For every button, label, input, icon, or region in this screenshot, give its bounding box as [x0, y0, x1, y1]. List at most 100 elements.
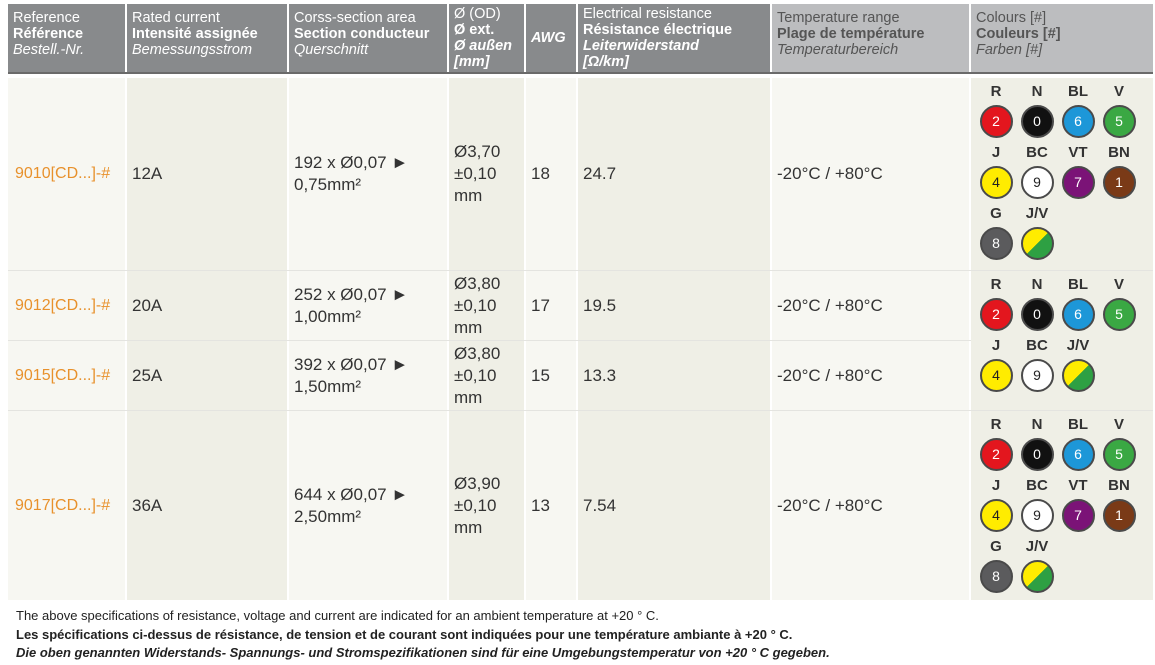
colour-dot-icon: 5: [1102, 298, 1136, 331]
colour-swatch: BN 1: [1100, 477, 1138, 532]
colour-swatch: BL 6: [1059, 83, 1097, 138]
od-tolerance: ±0,10: [454, 164, 497, 183]
section-cell: 192 x Ø0,07 ► 0,75mm²: [289, 78, 447, 270]
resistance-cell: 7.54: [578, 411, 770, 600]
od-value: Ø3,80: [454, 273, 501, 293]
od-tolerance: ±0,10: [454, 295, 497, 315]
colour-dot-icon: 1: [1102, 166, 1136, 199]
colour-dot-icon: [1020, 227, 1054, 260]
colour-dot-icon: 4: [979, 499, 1013, 532]
colour-swatch: BL 6: [1059, 416, 1097, 471]
colour-code-label: R: [990, 83, 1002, 100]
od-cell: Ø3,80 ±0,10 mm: [449, 341, 524, 410]
colour-code-label: J: [991, 337, 1001, 354]
colour-dot-icon: 9: [1020, 166, 1054, 199]
header-colours-de: Farben [#]: [976, 42, 1043, 58]
colour-dot-icon: 8: [979, 227, 1013, 260]
colour-swatch: J/V: [1059, 337, 1097, 392]
header-colours-fr: Couleurs [#]: [976, 26, 1061, 42]
colour-dot-icon: 2: [979, 298, 1013, 331]
colour-code-label: J/V: [1025, 538, 1049, 555]
header-section: Corss-section area Section conducteur Qu…: [289, 4, 447, 72]
header-section-en: Corss-section area: [294, 10, 416, 26]
header-reference-fr: Référence: [13, 26, 84, 42]
colour-swatch: BC 9: [1018, 337, 1056, 392]
header-current: Rated current Intensité assignée Bemessu…: [127, 4, 287, 72]
od-unit: mm: [454, 517, 483, 537]
header-od-fr: Ø ext.: [454, 22, 495, 38]
colour-swatch: VT 7: [1059, 477, 1097, 532]
colour-dot-icon: 2: [979, 105, 1013, 138]
colour-dot-icon: 4: [979, 359, 1013, 392]
colour-dot-icon: 0: [1020, 105, 1054, 138]
temperature-cell: -20°C / +80°C: [772, 341, 969, 410]
colour-code-label: G: [990, 538, 1002, 555]
current-cell: 36A: [127, 411, 287, 600]
colour-code-label: J/V: [1025, 205, 1049, 222]
od-cell: Ø3,70 ±0,10 mm: [449, 78, 524, 270]
colour-code-label: BN: [1108, 144, 1130, 161]
section-cell: 392 x Ø0,07 ► 1,50mm²: [289, 341, 447, 410]
od-unit: mm: [454, 387, 483, 407]
colour-code-label: J: [991, 144, 1001, 161]
od-tolerance: ±0,10: [454, 365, 497, 385]
header-current-fr: Intensité assignée: [132, 26, 258, 42]
section-strands: 392 x Ø0,07 ►: [294, 354, 409, 374]
awg-cell: 17: [526, 271, 576, 340]
section-strands: 644 x Ø0,07 ►: [294, 484, 409, 504]
colour-dot-icon: 2: [979, 438, 1013, 471]
header-reference: Reference Référence Bestell.-Nr.: [8, 4, 125, 72]
colour-code-label: N: [1031, 83, 1043, 100]
colour-code-label: BC: [1026, 144, 1048, 161]
header-od-en: Ø (OD): [454, 6, 501, 22]
section-strands: 252 x Ø0,07 ►: [294, 284, 409, 304]
resistance-cell: 13.3: [578, 341, 770, 410]
colours-cell: R 2 N 0 BL 6 V 5 J 4 BC 9 VT 7 BN 1 G 8 J/V: [971, 411, 1153, 600]
colour-dot-icon: 6: [1061, 105, 1095, 138]
colour-dot-icon: 5: [1102, 438, 1136, 471]
header-awg-label: AWG: [531, 30, 566, 46]
colour-dot-icon: 7: [1061, 166, 1095, 199]
colour-swatch: VT 7: [1059, 144, 1097, 199]
section-cell: 644 x Ø0,07 ► 2,50mm²: [289, 411, 447, 600]
colour-dot-icon: 5: [1102, 105, 1136, 138]
table-row: 9017[CD...]-# 36A 644 x Ø0,07 ► 2,50mm² Ø…: [8, 410, 1153, 600]
od-cell: Ø3,80 ±0,10 mm: [449, 271, 524, 340]
od-value: Ø3,90: [454, 473, 501, 493]
header-awg: AWG: [526, 4, 576, 72]
colour-dot-icon: 4: [979, 166, 1013, 199]
table-row: 9010[CD...]-# 12A 192 x Ø0,07 ► 0,75mm² Ø…: [8, 78, 1153, 270]
header-resistance-en: Electrical resistance: [583, 6, 712, 22]
reference-cell: 9012[CD...]-#: [8, 271, 125, 340]
colour-code-label: J: [991, 477, 1001, 494]
temperature-cell: -20°C / +80°C: [772, 271, 969, 340]
header-temperature: Temperature range Plage de température T…: [772, 4, 969, 72]
temperature-cell: -20°C / +80°C: [772, 411, 969, 600]
colour-code-label: V: [1113, 83, 1124, 100]
reference-cell: 9015[CD...]-#: [8, 341, 125, 410]
header-od-de: Ø außen: [454, 38, 513, 54]
resistance-cell: 19.5: [578, 271, 770, 340]
colour-code-label: BL: [1068, 276, 1088, 293]
colour-code-label: BN: [1108, 477, 1130, 494]
colour-dot-icon: 1: [1102, 499, 1136, 532]
header-temperature-fr: Plage de température: [777, 26, 925, 42]
colour-code-label: R: [990, 276, 1002, 293]
header-od: Ø (OD) Ø ext. Ø außen [mm]: [449, 4, 524, 72]
colour-dot-icon: 9: [1020, 499, 1054, 532]
header-temperature-de: Temperaturbereich: [777, 42, 899, 58]
reference-cell: 9010[CD...]-#: [8, 78, 125, 270]
colour-code-label: N: [1031, 276, 1043, 293]
colour-dot-icon: [1061, 359, 1095, 392]
header-temperature-en: Temperature range: [777, 10, 900, 26]
colour-swatch: J/V: [1018, 538, 1056, 593]
od-value: Ø3,70: [454, 142, 501, 161]
colour-swatch: BC 9: [1018, 477, 1056, 532]
